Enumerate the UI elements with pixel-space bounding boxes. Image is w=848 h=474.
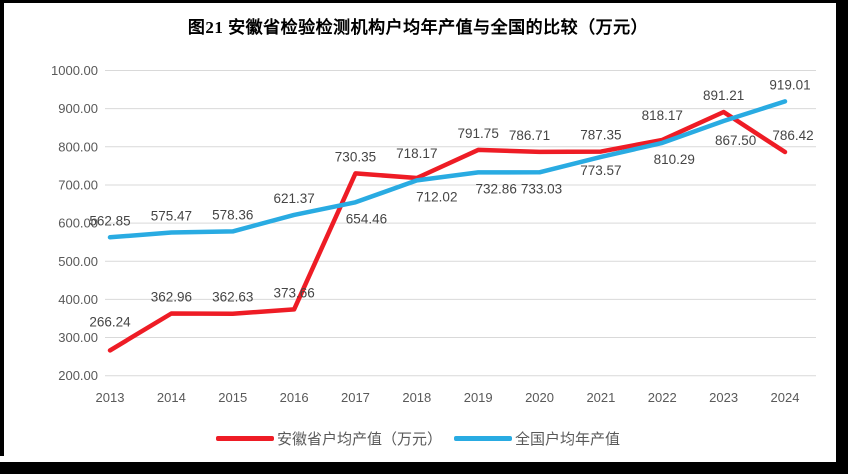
national-data-label: 621.37 xyxy=(273,191,314,206)
anhui-data-label: 791.75 xyxy=(458,126,499,141)
x-axis-tick-label: 2015 xyxy=(218,390,247,405)
anhui-data-label: 787.35 xyxy=(580,128,621,143)
x-axis-tick-label: 2013 xyxy=(96,390,125,405)
national-data-label: 773.57 xyxy=(580,163,621,178)
national-data-label: 810.29 xyxy=(654,152,695,167)
anhui-data-label: 718.17 xyxy=(396,146,437,161)
chart-title: 图21 安徽省检验检测机构户均年产值与全国的比较（万元） xyxy=(187,18,649,37)
legend-swatch-anhui-line xyxy=(215,436,274,441)
national-data-label: 732.86 xyxy=(476,181,517,196)
x-axis-tick-label: 2019 xyxy=(464,390,493,405)
national-data-label: 733.03 xyxy=(521,181,562,196)
frame-border-top xyxy=(0,0,848,3)
frame-border-left xyxy=(0,0,4,456)
legend-item-anhui: 安徽省户均产值（万元） xyxy=(215,428,442,449)
x-axis-tick-label: 2014 xyxy=(157,390,186,405)
anhui-data-label: 266.24 xyxy=(89,314,131,329)
national-data-label: 575.47 xyxy=(151,208,192,223)
national-data-label: 578.36 xyxy=(212,207,253,222)
anhui-data-label: 786.71 xyxy=(509,128,550,143)
legend-swatch-national-line xyxy=(454,436,512,441)
national-data-label: 867.50 xyxy=(715,133,756,148)
frame-border-right xyxy=(836,0,848,474)
y-axis-tick-label: 800.00 xyxy=(58,139,98,154)
y-axis-tick-label: 200.00 xyxy=(58,368,98,383)
frame-border-bottom xyxy=(0,462,848,474)
anhui-data-label: 362.63 xyxy=(212,290,253,305)
national-series-line xyxy=(107,99,788,240)
x-axis-tick-label: 2016 xyxy=(280,390,309,405)
y-axis-tick-label: 700.00 xyxy=(58,177,98,192)
anhui-data-label: 818.17 xyxy=(642,108,683,123)
x-axis-tick-label: 2017 xyxy=(341,390,370,405)
legend-label-national: 全国户均年产值 xyxy=(515,431,621,448)
anhui-data-label: 786.42 xyxy=(772,128,813,143)
chart-legend: 安徽省户均产值（万元） 全国户均年产值 xyxy=(0,428,836,449)
x-axis-tick-label: 2018 xyxy=(402,390,431,405)
anhui-data-label: 373.66 xyxy=(273,285,314,300)
anhui-data-label: 362.96 xyxy=(151,290,192,305)
anhui-data-label: 891.21 xyxy=(703,88,744,103)
y-axis-tick-label: 300.00 xyxy=(58,330,98,345)
legend-item-national: 全国户均年产值 xyxy=(454,428,620,449)
anhui-data-label: 730.35 xyxy=(335,149,376,164)
legend-label-anhui: 安徽省户均产值（万元） xyxy=(276,431,442,448)
y-axis-tick-label: 500.00 xyxy=(58,254,98,269)
x-axis-tick-label: 2023 xyxy=(709,390,738,405)
y-axis-tick-label: 600.00 xyxy=(58,216,98,231)
anhui-series-line xyxy=(107,109,788,353)
x-axis-tick-label: 2024 xyxy=(771,390,800,405)
national-data-label: 562.85 xyxy=(89,213,130,228)
x-axis-tick-label: 2020 xyxy=(525,390,554,405)
x-axis-tick-label: 2022 xyxy=(648,390,677,405)
x-axis-tick-label: 2021 xyxy=(586,390,615,405)
y-axis-tick-label: 900.00 xyxy=(58,101,98,116)
y-axis-tick-label: 400.00 xyxy=(58,292,98,307)
national-data-label: 919.01 xyxy=(769,77,810,92)
national-data-label: 712.02 xyxy=(416,189,457,204)
national-data-label: 654.46 xyxy=(346,211,387,226)
y-axis-tick-label: 1000.00 xyxy=(51,63,98,78)
